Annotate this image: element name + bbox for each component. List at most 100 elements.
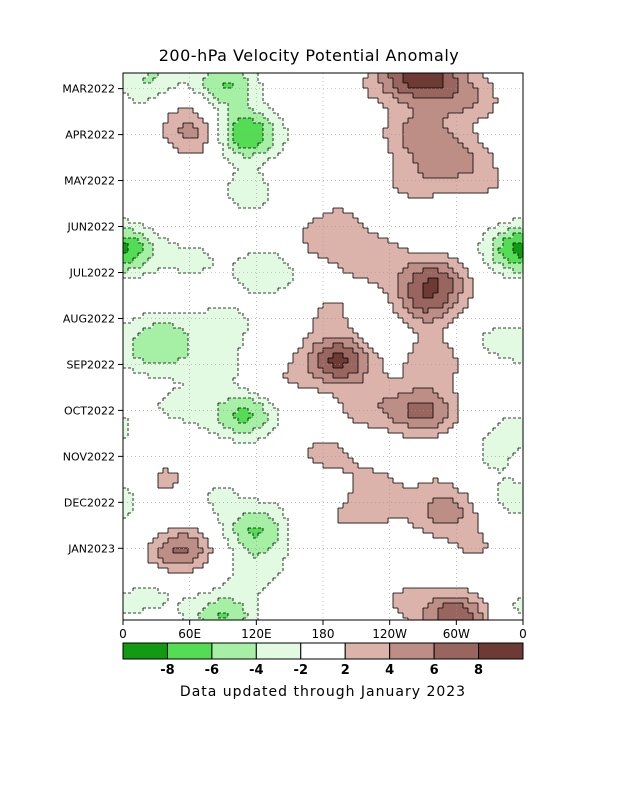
anomaly-cell [383,133,404,139]
anomaly-cell [473,103,494,109]
anomaly-cell [343,363,359,369]
anomaly-cell [243,73,259,79]
anomaly-cell [483,233,499,239]
anomaly-cell [343,408,384,414]
anomaly-cell [248,93,264,99]
anomaly-cell [393,598,434,604]
anomaly-cell [318,388,414,394]
anomaly-cell [478,243,494,249]
anomaly-cell [123,228,134,234]
anomaly-cell [473,83,494,89]
anomaly-cell [403,368,459,374]
anomaly-cell [408,148,469,154]
anomaly-cell [318,313,344,319]
anomaly-cell [173,548,189,554]
anomaly-cell [483,258,494,264]
anomaly-cell [318,353,334,359]
anomaly-cell [268,148,284,154]
anomaly-cell [148,558,164,564]
anomaly-cell [393,303,404,309]
y-tick-label: AUG2022 [63,312,115,325]
anomaly-cell [518,253,524,259]
axes: MAR2022 APR2022 MAY2022 JUN2022 JUL2022 AUG20… [62,83,526,641]
anomaly-cell [413,523,479,529]
anomaly-cell [388,298,404,304]
anomaly-cell [383,88,399,94]
anomaly-cell [268,513,284,519]
anomaly-cell [313,328,354,334]
anomaly-cell [278,538,289,544]
anomaly-cell [143,328,184,334]
anomaly-cell [333,393,399,399]
anomaly-cell [238,258,284,264]
anomaly-cell [308,363,319,369]
x-tick-label: 0 [119,627,127,641]
anomaly-cell [218,123,229,129]
anomaly-cell [463,548,484,554]
anomaly-cell [398,313,414,319]
anomaly-cell [448,128,474,134]
anomaly-cell [433,408,449,414]
anomaly-cell [428,308,449,314]
anomaly-cell [503,503,524,509]
anomaly-cell [313,323,349,329]
anomaly-cell [388,108,414,114]
anomaly-cell [253,533,259,539]
anomaly-cell [463,603,479,609]
anomaly-cell [123,333,139,339]
anomaly-cell [408,293,424,299]
anomaly-cell [468,608,479,614]
anomaly-cell [123,433,129,439]
anomaly-cell [138,253,154,259]
anomaly-cell [493,243,504,249]
anomaly-cell [498,223,524,229]
anomaly-cell [353,338,364,344]
anomaly-cell [358,353,369,359]
anomaly-cell [308,448,344,454]
anomaly-cell [398,88,459,94]
anomaly-cell [273,133,289,139]
anomaly-cell [228,578,274,584]
anomaly-cell [163,123,184,129]
anomaly-cell [438,288,454,294]
anomaly-cell [278,523,289,529]
anomaly-cell [353,418,394,424]
anomaly-cell [353,488,459,494]
anomaly-cell [123,603,164,609]
anomaly-cell [248,418,269,424]
anomaly-cell [388,293,399,299]
anomaly-cell [178,108,194,114]
anomaly-cell [178,148,204,154]
anomaly-cell [463,278,474,284]
anomaly-cell [363,83,384,89]
x-tick-label: 180 [312,627,335,641]
anomaly-cell [403,363,459,369]
anomaly-cell [378,403,409,409]
anomaly-cell [498,498,524,504]
anomaly-cell [238,408,249,414]
anomaly-cell [153,78,204,84]
anomaly-cell [308,223,364,229]
anomaly-cell [393,78,404,84]
anomaly-cell [253,108,274,114]
anomaly-cell [143,78,154,84]
anomaly-cell [453,133,479,139]
anomaly-cell [498,353,524,359]
anomaly-cell [353,273,399,279]
anomaly-cell [318,363,334,369]
anomaly-cell [243,513,269,519]
anomaly-cell [183,123,194,129]
anomaly-cell [293,358,309,364]
anomaly-cell [508,228,524,234]
anomaly-cell [183,133,199,139]
anomaly-cell [218,613,229,619]
footnote: Data updated through January 2023 [179,684,467,700]
colorbar-swatch [433,642,480,660]
anomaly-cell [248,288,279,294]
anomaly-cell [353,473,389,479]
colorbar-tick-label: 8 [474,663,483,678]
anomaly-cell [403,268,424,274]
anomaly-cell [438,613,474,619]
anomaly-cell [448,538,484,544]
anomaly-cell [253,118,269,124]
